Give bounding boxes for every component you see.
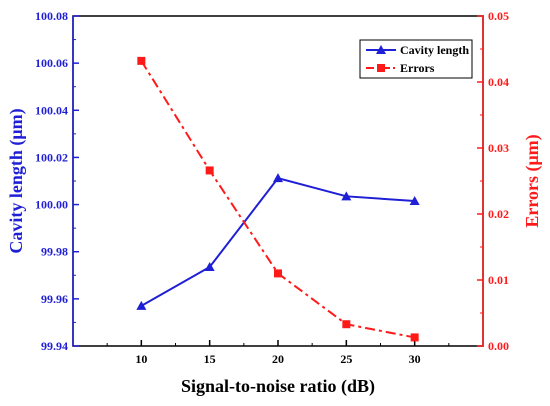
- y-left-tick-label: 100.08: [35, 9, 68, 23]
- y-right-tick-label: 0.04: [488, 75, 509, 89]
- y-left-tick-label: 100.02: [35, 150, 68, 164]
- y-right-tick-label: 0.01: [488, 273, 509, 287]
- x-tick-label: 15: [204, 352, 216, 366]
- y-left-tick-label: 99.94: [41, 339, 68, 353]
- y-right-tick-label: 0.05: [488, 9, 509, 23]
- series-layer: [136, 56, 420, 342]
- y-left-tick-label: 99.98: [41, 245, 68, 259]
- y-left-tick-label: 100.04: [35, 103, 68, 117]
- y-left-axis: 99.94 99.96 99.98 100.00 100.02 100.04 100.06 1…: [35, 9, 79, 353]
- legend-marker-cavity-length: [376, 45, 386, 54]
- data-point-errors: [137, 56, 146, 65]
- legend: Cavity length Errors: [359, 39, 473, 79]
- y-right-axis-title: Errors (μm): [522, 134, 543, 227]
- x-tick-label: 25: [340, 352, 352, 366]
- data-point-cavity-length: [341, 191, 352, 201]
- legend-marker-errors: [377, 64, 385, 72]
- y-left-tick-label: 99.96: [41, 292, 68, 306]
- data-point-cavity-length: [136, 300, 147, 310]
- data-point-cavity-length: [273, 173, 283, 183]
- y-left-tick-label: 100.06: [35, 56, 68, 70]
- x-tick-label: 20: [272, 352, 284, 366]
- x-axis-title: Signal-to-noise ratio (dB): [181, 376, 375, 397]
- legend-label-errors: Errors: [400, 61, 435, 75]
- y-right-tick-label: 0.00: [488, 339, 509, 353]
- x-tick-label: 10: [135, 352, 147, 366]
- data-point-errors: [274, 269, 282, 278]
- data-point-errors: [342, 320, 351, 329]
- data-point-cavity-length: [409, 196, 420, 206]
- y-right-axis: 0.00 0.01 0.02 0.03 0.04 0.05: [477, 9, 509, 353]
- data-point-errors: [205, 166, 214, 175]
- data-point-cavity-length: [204, 262, 215, 272]
- y-right-tick-label: 0.02: [488, 207, 509, 221]
- data-point-errors: [410, 333, 419, 342]
- y-right-tick-label: 0.03: [488, 141, 509, 155]
- x-tick-label: 30: [409, 352, 421, 366]
- x-axis: 10 15 20 25 30: [106, 340, 450, 366]
- y-left-axis-title: Cavity length (μm): [6, 108, 27, 253]
- series-line-cavity-length: [140, 177, 415, 307]
- y-left-tick-label: 100.00: [35, 198, 68, 212]
- legend-label-cavity-length: Cavity length: [400, 43, 469, 57]
